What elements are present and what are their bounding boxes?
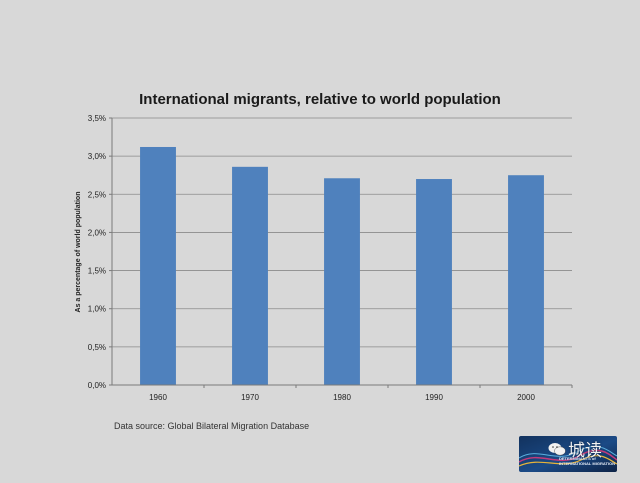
bars <box>140 146 544 385</box>
chart-title: International migrants, relative to worl… <box>139 91 501 108</box>
wechat-icon <box>548 443 566 456</box>
y-tick-label: 3,0% <box>88 152 106 161</box>
bar-2000 <box>508 175 544 385</box>
y-tick-label: 0,5% <box>88 343 106 352</box>
x-tick-label-2000: 2000 <box>517 393 535 402</box>
bar-1990 <box>416 179 452 385</box>
y-tick-label: 1,0% <box>88 305 106 314</box>
bar-1970 <box>232 166 268 385</box>
bar-1960 <box>140 146 176 385</box>
determinants-logo: DETERMINANTS of INTERNATIONAL MIGRATION <box>519 436 617 472</box>
x-tick-label-1960: 1960 <box>149 393 167 402</box>
x-tick-label-1970: 1970 <box>241 393 259 402</box>
y-tick-label: 0,0% <box>88 381 106 390</box>
x-tick-labels: 1960 1970 1980 1990 2000 <box>149 385 573 402</box>
y-tick-label: 2,5% <box>88 190 106 199</box>
y-tick-label: 2,0% <box>88 228 106 237</box>
logo-text: DETERMINANTS of INTERNATIONAL MIGRATION <box>559 456 617 466</box>
logo-wave-graphic <box>519 445 617 467</box>
bar-1980 <box>324 178 360 385</box>
data-source-note: Data source: Global Bilateral Migration … <box>114 421 310 431</box>
y-tick-label: 3,5% <box>88 114 106 123</box>
logo-text-line1: DETERMINANTS of <box>559 456 596 461</box>
logo-text-line2: INTERNATIONAL MIGRATION <box>559 461 615 466</box>
y-tick-labels: 0,0% 0,5% 1,0% 1,5% 2,0% 2,5% 3,0% 3,5% <box>88 114 112 390</box>
x-tick-label-1980: 1980 <box>333 393 351 402</box>
x-tick-label-1990: 1990 <box>425 393 443 402</box>
y-axis-label: As a percentage of world population <box>75 192 82 313</box>
watermark-text: 城读 <box>568 441 602 461</box>
y-tick-label: 1,5% <box>88 267 106 276</box>
